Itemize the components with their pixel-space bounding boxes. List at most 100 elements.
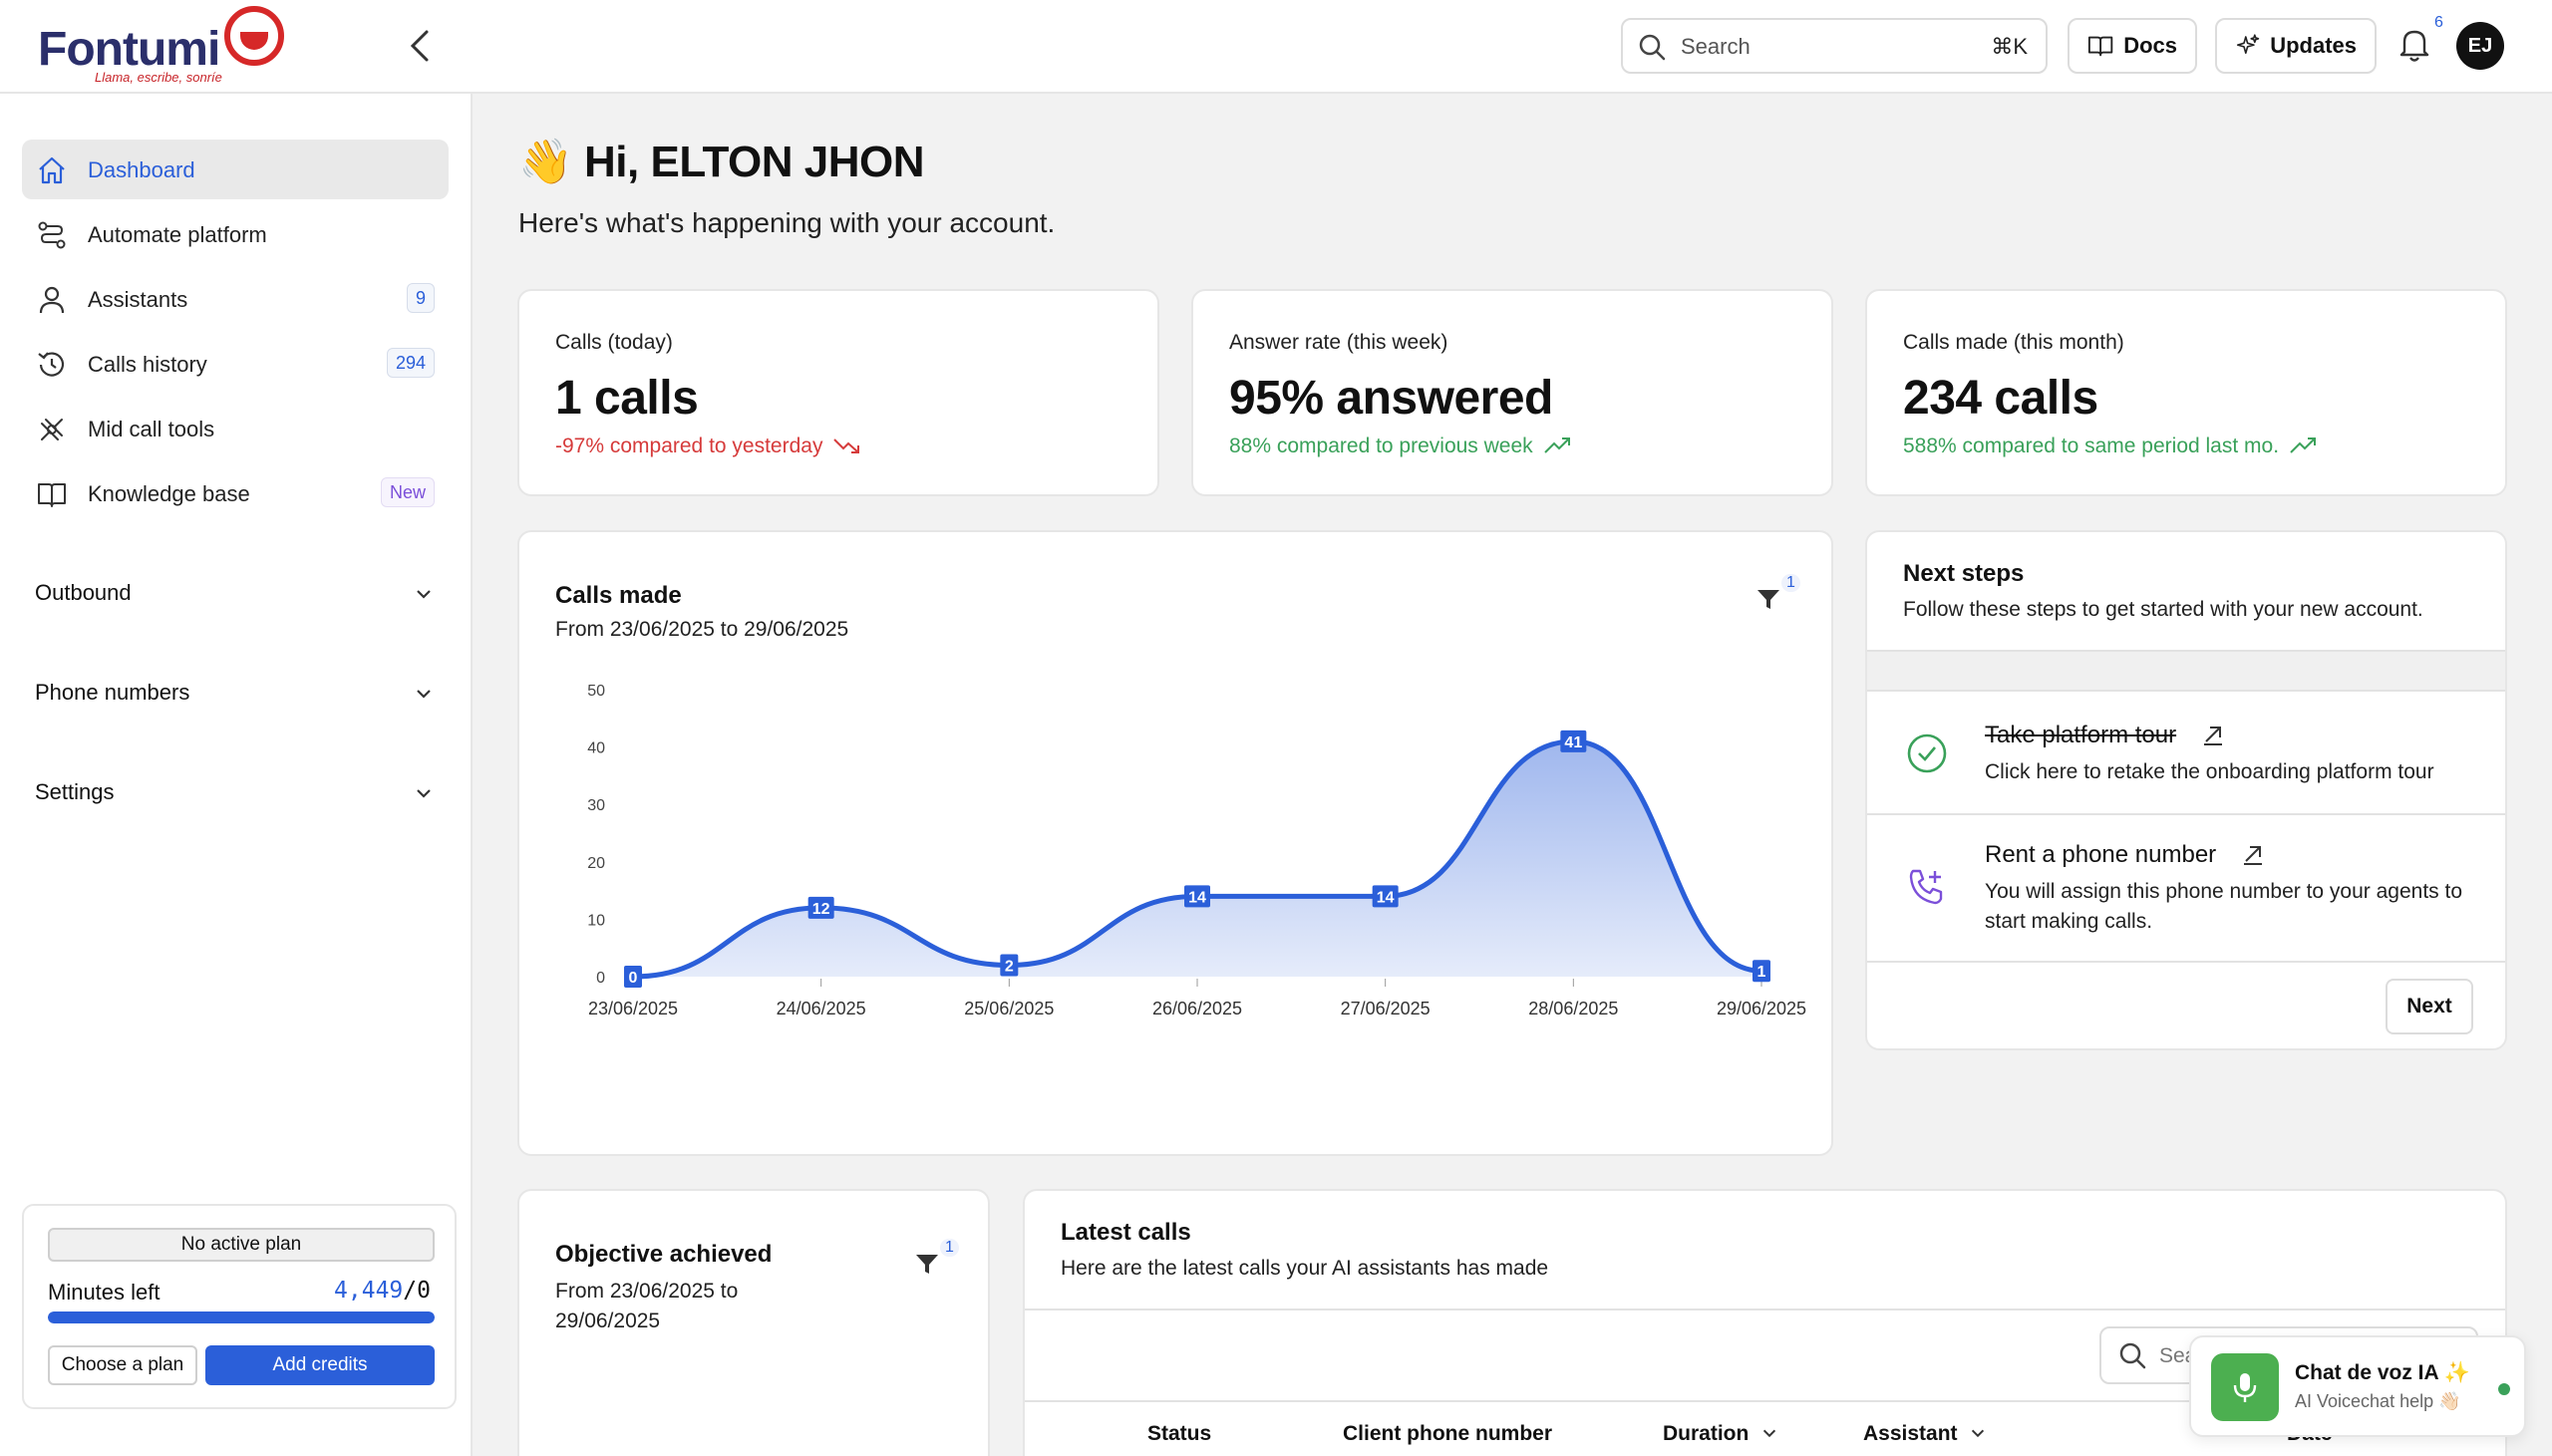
data-label: 41 xyxy=(1564,734,1582,751)
docs-label: Docs xyxy=(2123,33,2177,58)
section-label: Settings xyxy=(35,779,115,804)
filter-button[interactable]: 1 xyxy=(1755,574,1800,617)
y-tick-label: 10 xyxy=(587,912,605,929)
sidebar-item-mid-call-tools[interactable]: Mid call tools xyxy=(22,399,449,458)
x-tick-label: 23/06/2025 xyxy=(588,999,678,1019)
column-header-assistant[interactable]: Assistant xyxy=(1863,1422,1987,1446)
filter-button[interactable]: 1 xyxy=(914,1239,959,1282)
search-placeholder: Search xyxy=(1681,34,1751,59)
stat-value: 1 calls xyxy=(555,372,699,425)
search-icon xyxy=(1639,34,1666,61)
x-tick-label: 27/06/2025 xyxy=(1341,999,1431,1019)
tools-icon xyxy=(41,419,63,440)
stat-change-text: -97% compared to yesterday xyxy=(555,435,823,457)
logo-mascot-icon xyxy=(224,6,284,66)
y-tick-label: 40 xyxy=(587,740,605,757)
card-title: Latest calls xyxy=(1061,1219,1191,1246)
stat-change: 88% compared to previous week xyxy=(1229,435,1573,458)
sidebar-item-calls-history[interactable]: Calls history 294 xyxy=(22,334,449,394)
stat-card-calls-today: Calls (today) 1 calls -97% compared to y… xyxy=(517,289,1159,496)
sidebar-item-label: Calls history xyxy=(88,352,207,377)
search-placeholder: Sea xyxy=(2159,1344,2197,1367)
data-label-box xyxy=(1184,885,1210,908)
add-credits-button[interactable]: Add credits xyxy=(205,1345,435,1385)
objective-card: Objective achieved From 23/06/2025 to 29… xyxy=(517,1189,990,1456)
calls-made-card: Calls made From 23/06/2025 to 29/06/2025… xyxy=(517,530,1833,1156)
x-tick-label: 26/06/2025 xyxy=(1152,999,1242,1019)
stat-value: 234 calls xyxy=(1903,372,2098,425)
stat-label: Answer rate (this week) xyxy=(1229,331,1448,354)
home-icon xyxy=(39,156,65,184)
x-tick-label: 25/06/2025 xyxy=(964,999,1054,1019)
sidebar-item-label: Dashboard xyxy=(88,157,195,182)
choose-plan-button[interactable]: Choose a plan xyxy=(48,1345,197,1385)
docs-button[interactable]: Docs xyxy=(2068,18,2197,74)
sidebar-item-label: Automate platform xyxy=(88,222,267,247)
step-description: You will assign this phone number to you… xyxy=(1985,880,2463,933)
data-label-box xyxy=(1372,885,1399,908)
column-label: Duration xyxy=(1663,1422,1750,1445)
y-tick-label: 0 xyxy=(596,970,605,987)
sidebar-item-knowledge-base[interactable]: Knowledge base New xyxy=(22,463,449,523)
sidebar-section-settings[interactable]: Settings xyxy=(35,779,434,805)
sidebar-item-automate-platform[interactable]: Automate platform xyxy=(22,204,449,264)
sidebar: Dashboard Automate platform Assistants 9… xyxy=(0,94,473,1456)
search-shortcut: ⌘K xyxy=(1991,34,2028,59)
logo-tagline: Llama, escribe, sonríe xyxy=(95,70,222,85)
sidebar-section-phone-numbers[interactable]: Phone numbers xyxy=(35,680,434,706)
page-title: 👋 Hi, ELTON JHON xyxy=(518,136,924,187)
divider xyxy=(1025,1400,2505,1402)
x-tick-label: 29/06/2025 xyxy=(1717,999,1806,1019)
workflow-icon xyxy=(38,221,66,249)
x-tick-label: 28/06/2025 xyxy=(1528,999,1618,1019)
data-label: 1 xyxy=(1757,964,1766,981)
book-icon xyxy=(38,483,66,507)
stat-label: Calls (today) xyxy=(555,331,673,354)
data-label-box xyxy=(1560,729,1587,752)
voice-chat-button[interactable] xyxy=(2211,1353,2279,1421)
column-header-client-phone[interactable]: Client phone number xyxy=(1343,1422,1552,1445)
sidebar-item-label: Mid call tools xyxy=(88,417,215,441)
sidebar-section-outbound[interactable]: Outbound xyxy=(35,580,434,606)
sidebar-item-assistants[interactable]: Assistants 9 xyxy=(22,269,449,329)
next-steps-card: Next steps Follow these steps to get sta… xyxy=(1865,530,2507,1050)
new-badge: New xyxy=(380,477,435,507)
user-icon xyxy=(39,286,65,314)
chevron-down-icon xyxy=(1972,1429,1985,1438)
column-header-duration[interactable]: Duration xyxy=(1663,1422,1778,1446)
wave-emoji: 👋 xyxy=(518,138,573,186)
divider xyxy=(1867,961,2505,963)
chat-subtitle: AI Voicechat help 👋🏻 xyxy=(2295,1391,2461,1411)
step-title: Take platform tour xyxy=(1985,722,2177,748)
card-title: Next steps xyxy=(1903,560,2025,587)
card-title: Objective achieved xyxy=(555,1241,773,1268)
plan-panel: No active plan Minutes left 4,449/0 Choo… xyxy=(22,1204,457,1409)
voice-chat-widget[interactable]: Chat de voz IA ✨ AI Voicechat help 👋🏻 xyxy=(2189,1335,2526,1437)
sidebar-item-dashboard[interactable]: Dashboard xyxy=(22,140,449,199)
history-icon xyxy=(38,352,65,377)
stat-value: 95% answered xyxy=(1229,372,1553,425)
updates-button[interactable]: Updates xyxy=(2215,18,2377,74)
section-label: Phone numbers xyxy=(35,680,190,705)
card-subtitle: From 23/06/2025 to 29/06/2025 xyxy=(555,1280,739,1332)
next-button[interactable]: Next xyxy=(2386,979,2473,1034)
search-box[interactable]: Search ⌘K xyxy=(1621,18,2048,74)
logo-text: Fontumi xyxy=(38,23,220,76)
column-label: Assistant xyxy=(1863,1422,1958,1445)
sparkles-icon xyxy=(2236,34,2260,55)
updates-label: Updates xyxy=(2270,33,2357,58)
data-label-box xyxy=(1753,960,1770,983)
collapse-sidebar-button[interactable] xyxy=(403,26,437,66)
bell-icon[interactable] xyxy=(2396,26,2432,64)
sidebar-item-label: Knowledge base xyxy=(88,481,250,506)
stat-change-text: 588% compared to same period last mo. xyxy=(1903,435,2280,457)
chevron-down-icon xyxy=(417,690,431,699)
top-bar: Fontumi Llama, escribe, sonríe Search ⌘K… xyxy=(0,0,2552,94)
avatar[interactable]: EJ xyxy=(2456,22,2504,70)
divider xyxy=(1867,650,2505,692)
card-title: Calls made xyxy=(555,582,682,609)
area-fill xyxy=(633,740,1761,977)
stat-label: Calls made (this month) xyxy=(1903,331,2124,354)
column-header-status[interactable]: Status xyxy=(1147,1422,1212,1445)
y-tick-label: 30 xyxy=(587,797,605,814)
